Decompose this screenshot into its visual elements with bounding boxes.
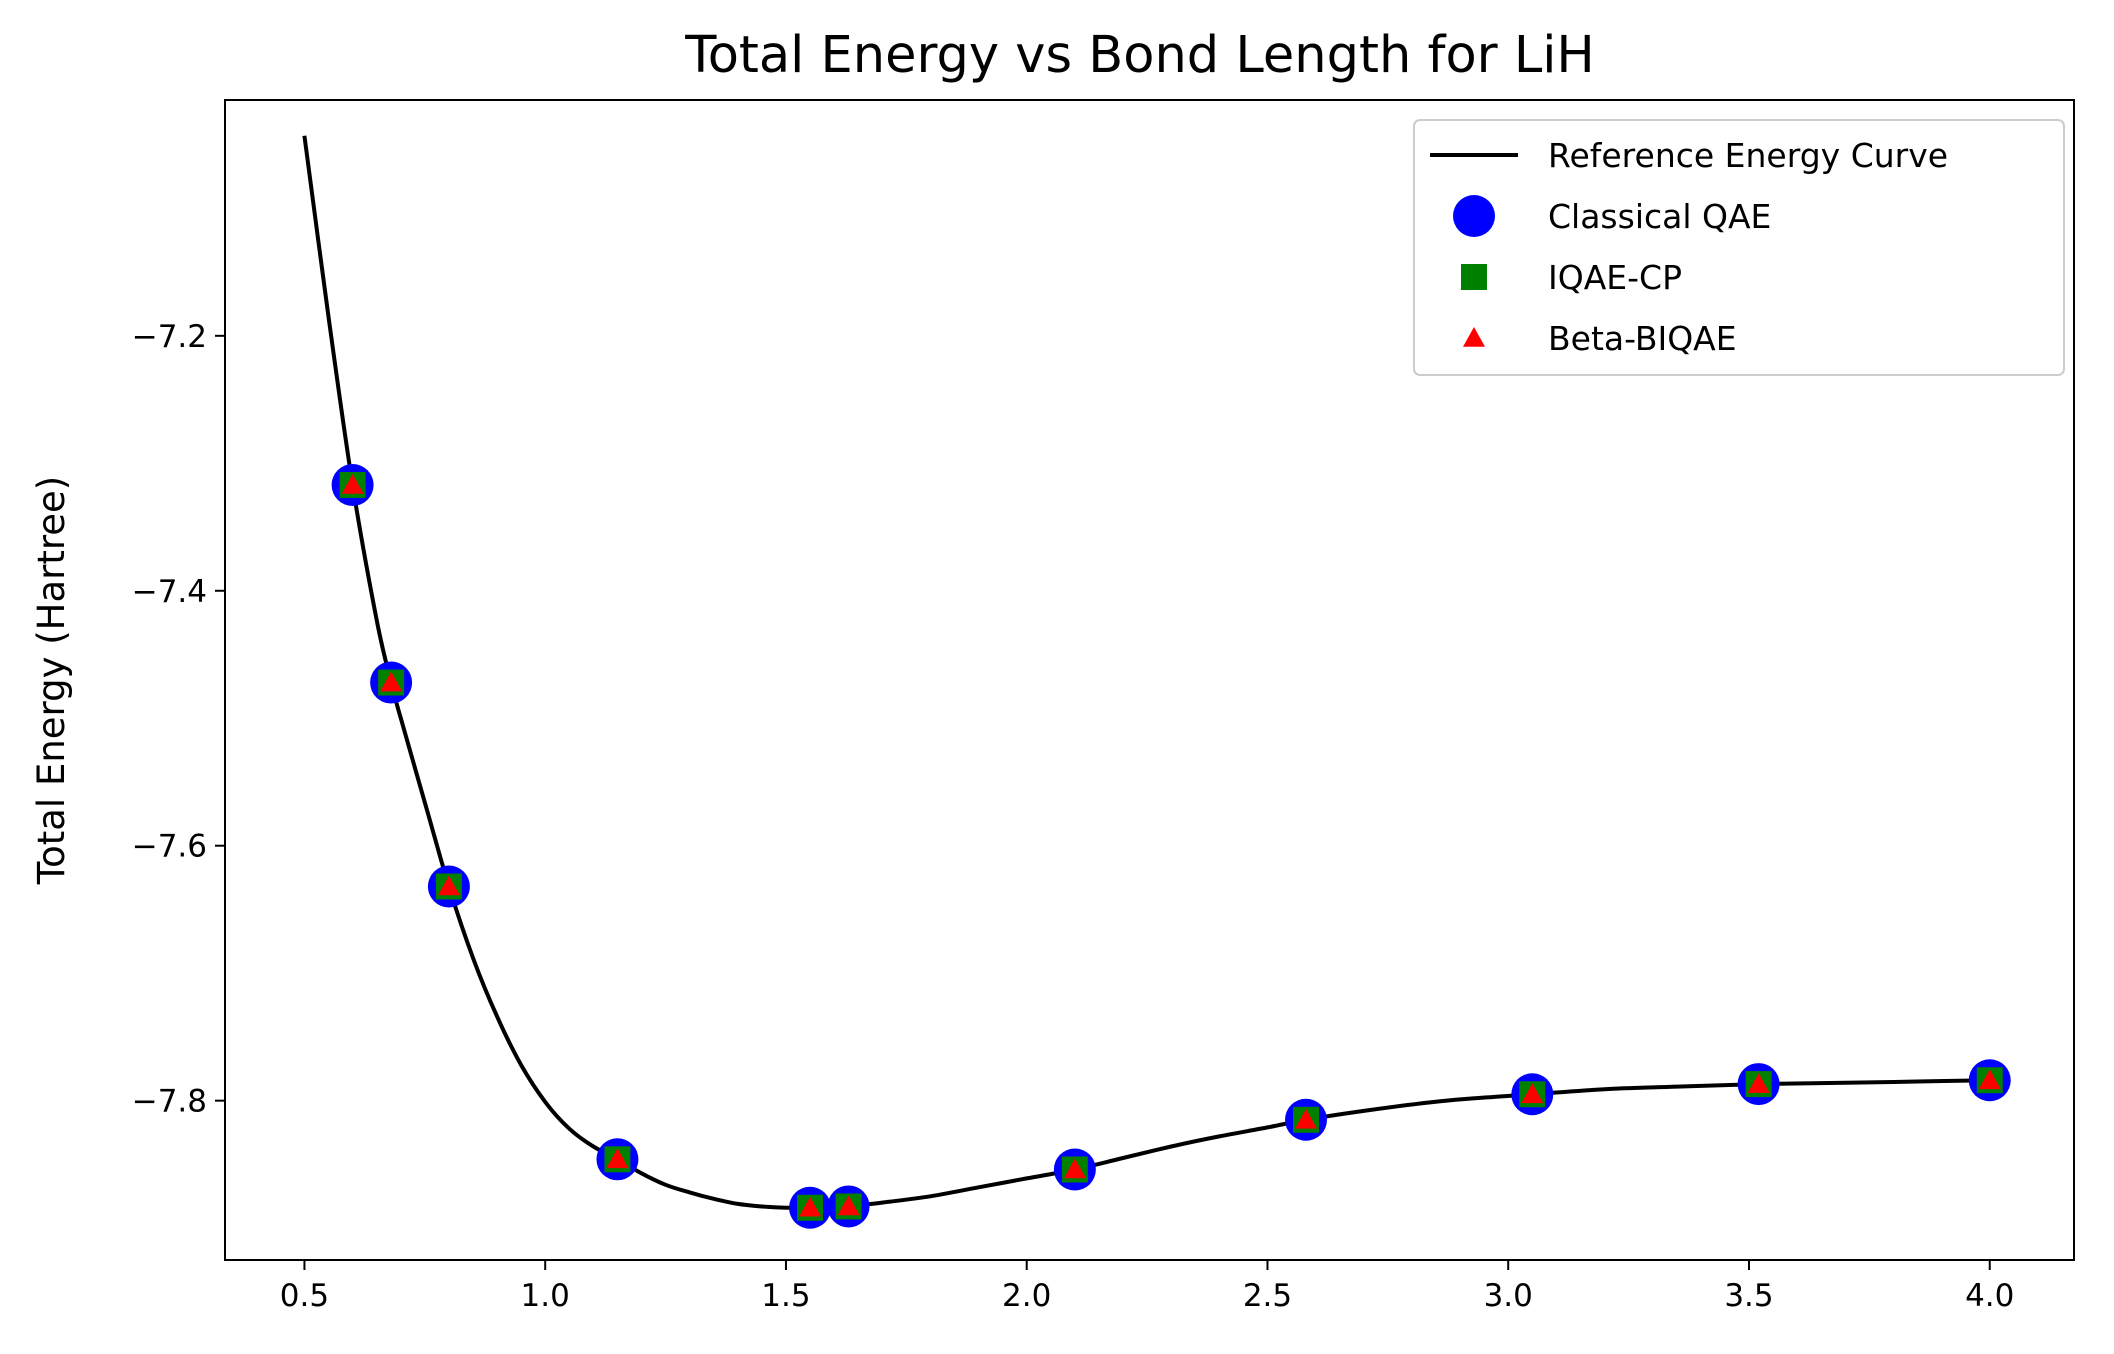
x-tick-label: 2.0 — [1002, 1278, 1051, 1314]
x-tick-label: 0.5 — [280, 1278, 329, 1314]
beta-biqae-point — [837, 1195, 860, 1216]
y-tick-label: −7.2 — [132, 319, 207, 355]
legend-label-reference-energy-curve: Reference Energy Curve — [1548, 136, 1948, 175]
beta-biqae-point — [1978, 1069, 2001, 1090]
beta-biqae-point — [606, 1148, 629, 1169]
beta-biqae-point — [437, 875, 460, 896]
y-tick-label: −7.6 — [132, 829, 207, 865]
beta-biqae-point — [341, 473, 364, 494]
legend-label-classical-qae: Classical QAE — [1548, 197, 1771, 236]
x-tick-label: 3.5 — [1724, 1278, 1773, 1314]
chart-title: Total Energy vs Bond Length for LiH — [684, 26, 1595, 85]
legend-label-iqae-cp: IQAE-CP — [1548, 258, 1682, 297]
beta-biqae-point — [380, 671, 403, 692]
beta-biqae-point — [1747, 1073, 1770, 1093]
plot-area: 0.5 1.0 1.5 2.0 2.5 3.0 3.5 4.0 −7.2 −7.4 −7.6 −7.8 — [132, 99, 2075, 1314]
legend-label-beta-biqae: Beta-BIQAE — [1548, 319, 1737, 358]
beta-biqae-point — [1063, 1158, 1086, 1179]
legend-box — [1413, 119, 2065, 376]
beta-biqae-point — [799, 1196, 822, 1217]
x-tick-label: 4.0 — [1965, 1278, 2014, 1314]
legend-handle-iqae-cp — [1461, 264, 1487, 290]
x-tick-label: 3.0 — [1484, 1278, 1533, 1314]
y-axis-label: Total Energy (Hartree) — [30, 476, 73, 885]
y-tick-label: −7.8 — [132, 1084, 207, 1120]
plot-frame — [224, 99, 2075, 1261]
legend: Reference Energy Curve Classical QAE IQAE-… — [1413, 119, 2065, 376]
x-tick-label: 1.0 — [521, 1278, 570, 1314]
beta-biqae-point — [1521, 1083, 1544, 1104]
x-tick-label: 1.5 — [761, 1278, 810, 1314]
beta-biqae-point — [1294, 1108, 1317, 1129]
legend-handle-beta-biqae — [1463, 327, 1485, 347]
legend-handle-classical-qae — [1453, 195, 1495, 237]
x-tick-label: 2.5 — [1243, 1278, 1292, 1314]
y-tick-label: −7.4 — [132, 574, 207, 610]
